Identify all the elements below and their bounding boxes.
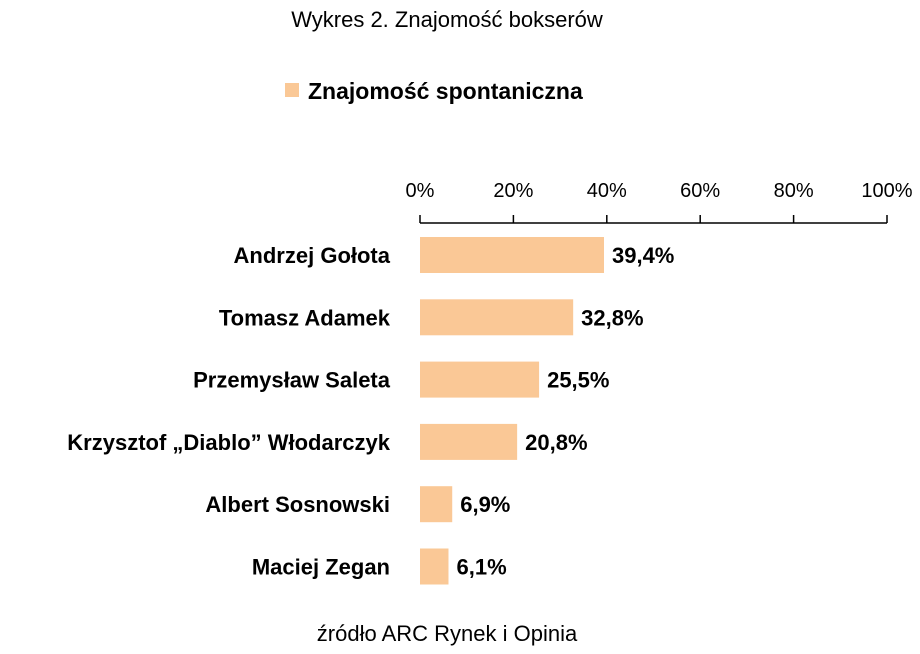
x-tick-label: 40% bbox=[587, 180, 627, 202]
bar bbox=[420, 486, 453, 523]
category-label: Maciej Zegan bbox=[252, 555, 390, 580]
bar bbox=[420, 423, 518, 460]
legend-swatch bbox=[285, 83, 299, 97]
source-note: źródło ARC Rynek i Opinia bbox=[317, 621, 578, 646]
bar bbox=[420, 548, 449, 585]
legend-label: Znajomość spontaniczna bbox=[308, 78, 583, 104]
x-tick-label: 60% bbox=[680, 180, 720, 202]
category-label: Tomasz Adamek bbox=[219, 305, 391, 330]
legend: Znajomość spontaniczna bbox=[285, 78, 583, 104]
data-label: 25,5% bbox=[547, 368, 609, 393]
x-tick-label: 100% bbox=[861, 180, 912, 202]
bar bbox=[420, 299, 574, 336]
category-label: Andrzej Gołota bbox=[234, 243, 391, 268]
bar bbox=[420, 237, 604, 273]
x-axis: 0% 20% 40% 60% 80% 100% bbox=[406, 180, 913, 224]
bars: Andrzej Gołota 39,4% Tomasz Adamek 32,8% Prz… bbox=[67, 237, 674, 585]
x-tick-label: 0% bbox=[406, 180, 435, 202]
data-label: 39,4% bbox=[612, 243, 674, 268]
bar bbox=[420, 361, 540, 398]
category-label: Albert Sosnowski bbox=[205, 492, 390, 517]
data-label: 6,1% bbox=[456, 555, 506, 580]
x-tick-label: 80% bbox=[774, 180, 814, 202]
data-label: 20,8% bbox=[525, 430, 587, 455]
category-label: Krzysztof „Diablo” Włodarczyk bbox=[67, 430, 390, 455]
category-label: Przemysław Saleta bbox=[193, 368, 391, 393]
data-label: 6,9% bbox=[460, 492, 510, 517]
chart-title: Wykres 2. Znajomość bokserów bbox=[291, 7, 603, 32]
x-tick-label: 20% bbox=[493, 180, 533, 202]
data-label: 32,8% bbox=[581, 305, 643, 330]
